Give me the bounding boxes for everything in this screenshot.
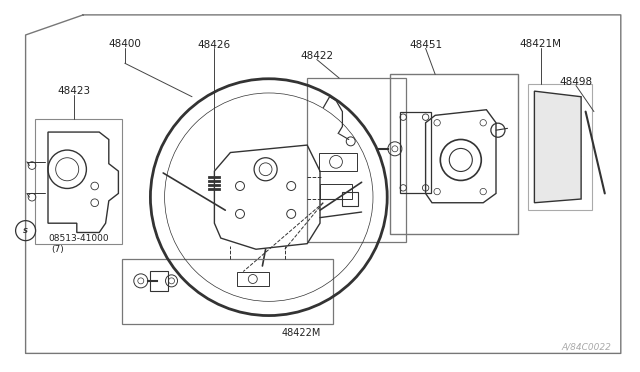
Bar [528, 84, 592, 210]
Text: 48400: 48400 [108, 39, 141, 49]
Bar [320, 184, 352, 199]
Bar [150, 271, 168, 291]
Text: 48423: 48423 [57, 86, 90, 96]
Bar [390, 74, 518, 234]
Text: 48422: 48422 [300, 51, 333, 61]
Text: 48426: 48426 [198, 40, 231, 49]
Bar [342, 192, 358, 206]
Text: 48421M: 48421M [520, 39, 562, 49]
Bar [35, 119, 122, 244]
Text: (7): (7) [51, 245, 64, 254]
Bar [237, 272, 269, 286]
Text: 48498: 48498 [559, 77, 593, 87]
Text: 08513-41000: 08513-41000 [48, 234, 109, 243]
Text: S: S [23, 228, 28, 234]
Bar [122, 259, 333, 324]
Text: 48451: 48451 [409, 40, 442, 49]
Bar [400, 112, 431, 193]
Bar [307, 78, 406, 242]
Text: A/84C0022: A/84C0022 [561, 343, 611, 352]
Polygon shape [534, 91, 581, 203]
Text: 48422M: 48422M [282, 328, 321, 338]
Bar [319, 153, 357, 171]
